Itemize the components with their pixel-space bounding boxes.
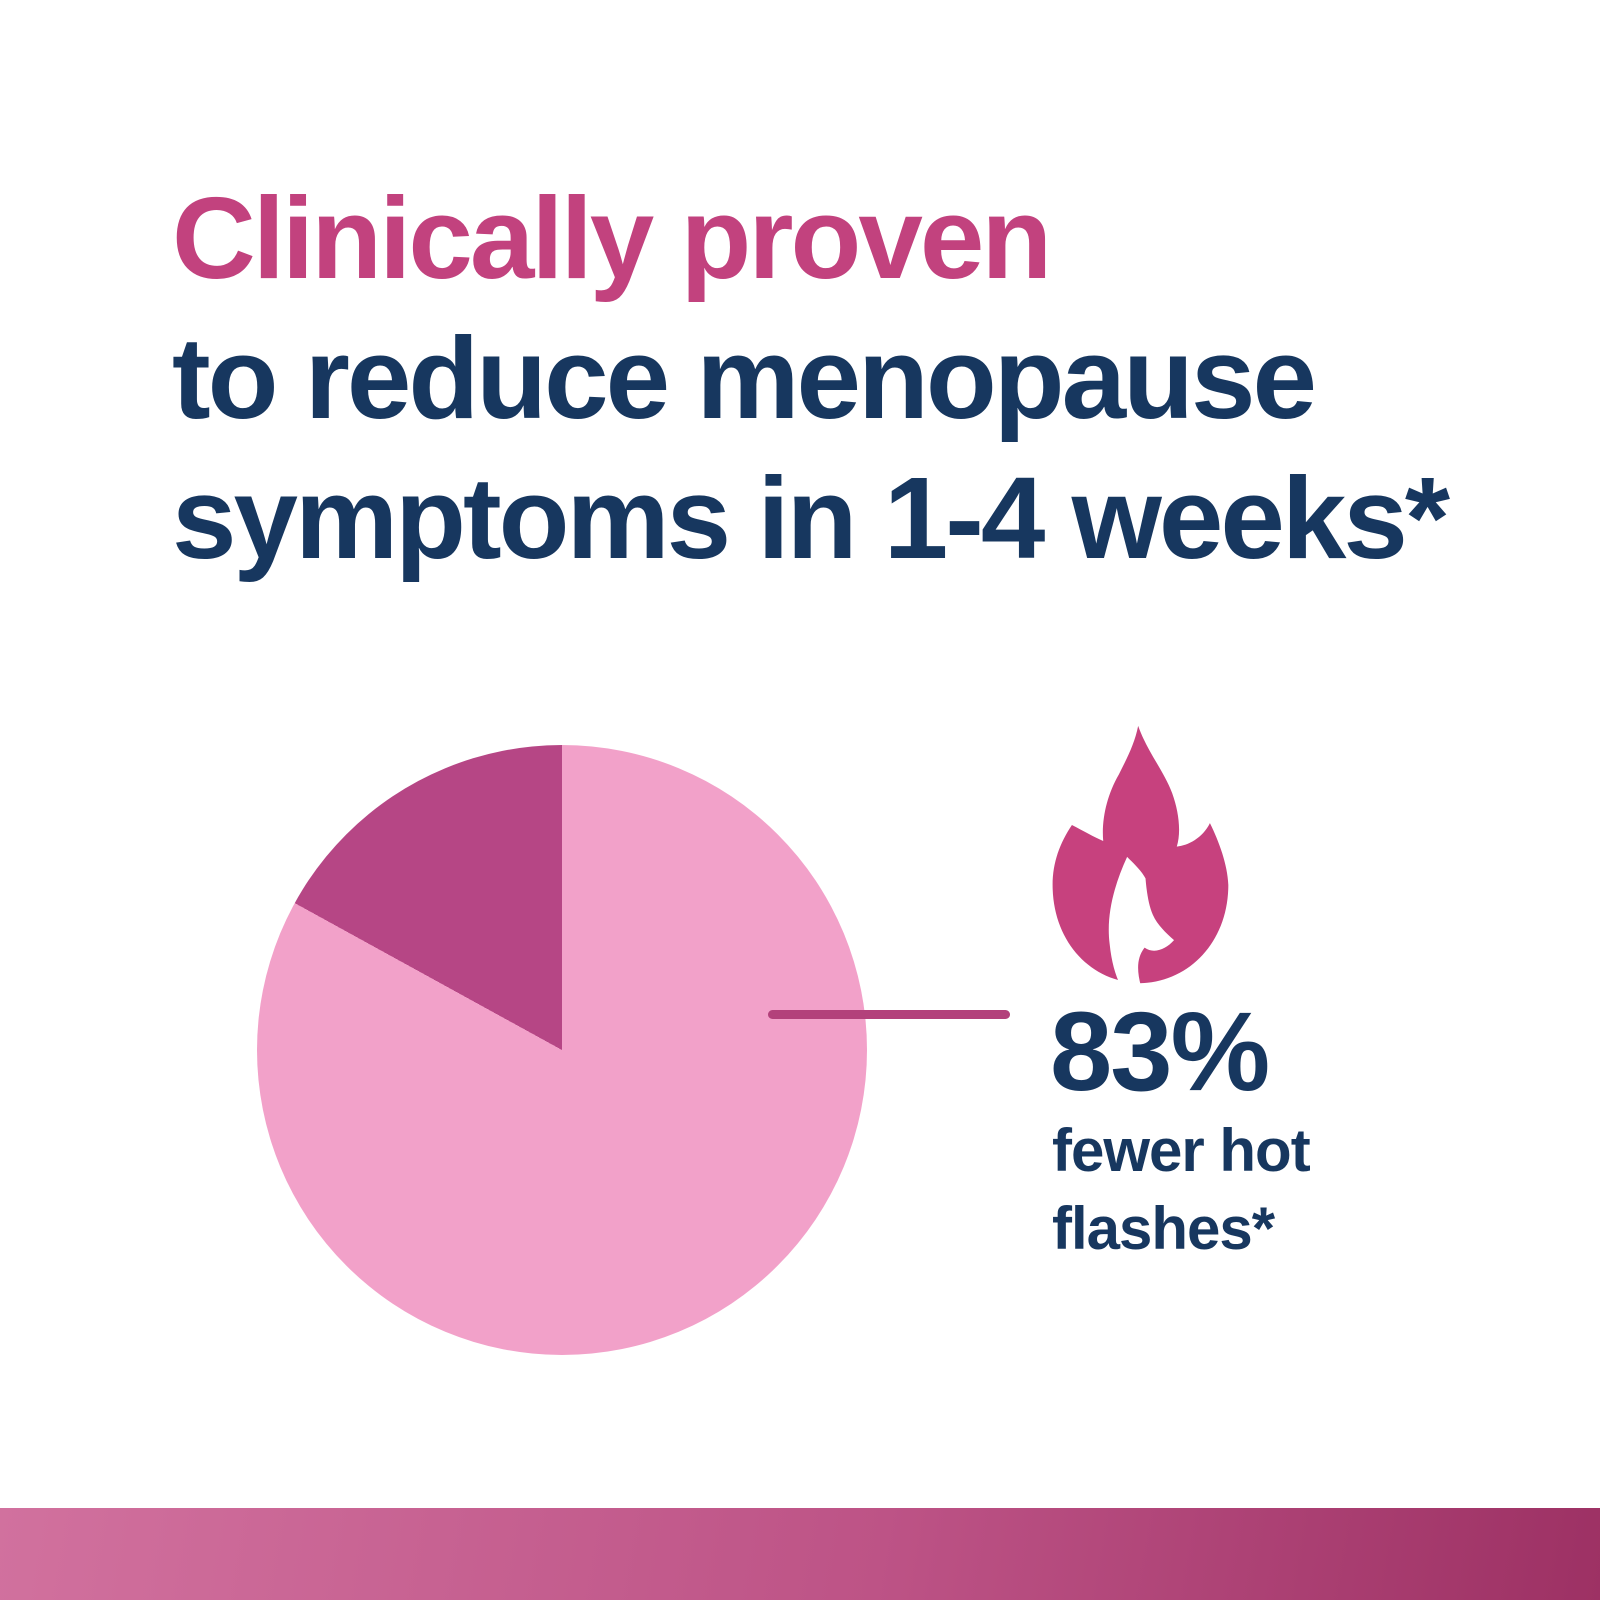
headline: Clinically proven to reduce menopause sy…	[172, 168, 1572, 588]
headline-line-2: to reduce menopause	[172, 313, 1317, 443]
headline-line-3: symptoms in 1-4 weeks*	[172, 453, 1450, 583]
flame-icon	[1052, 725, 1229, 986]
stat-caption-line-2: flashes*	[1052, 1195, 1275, 1262]
stat-caption: fewer hot flashes*	[1052, 1112, 1311, 1268]
pie-chart	[257, 745, 867, 1355]
footer-gradient-bar	[0, 1508, 1600, 1600]
stat-value: 83%	[1050, 989, 1270, 1114]
headline-accent-line: Clinically proven	[172, 173, 1052, 303]
callout-connector-line	[768, 1010, 1010, 1019]
stat-caption-line-1: fewer hot	[1052, 1117, 1311, 1184]
flame-inner-cutout	[1108, 856, 1175, 986]
flame-body	[1052, 725, 1229, 984]
